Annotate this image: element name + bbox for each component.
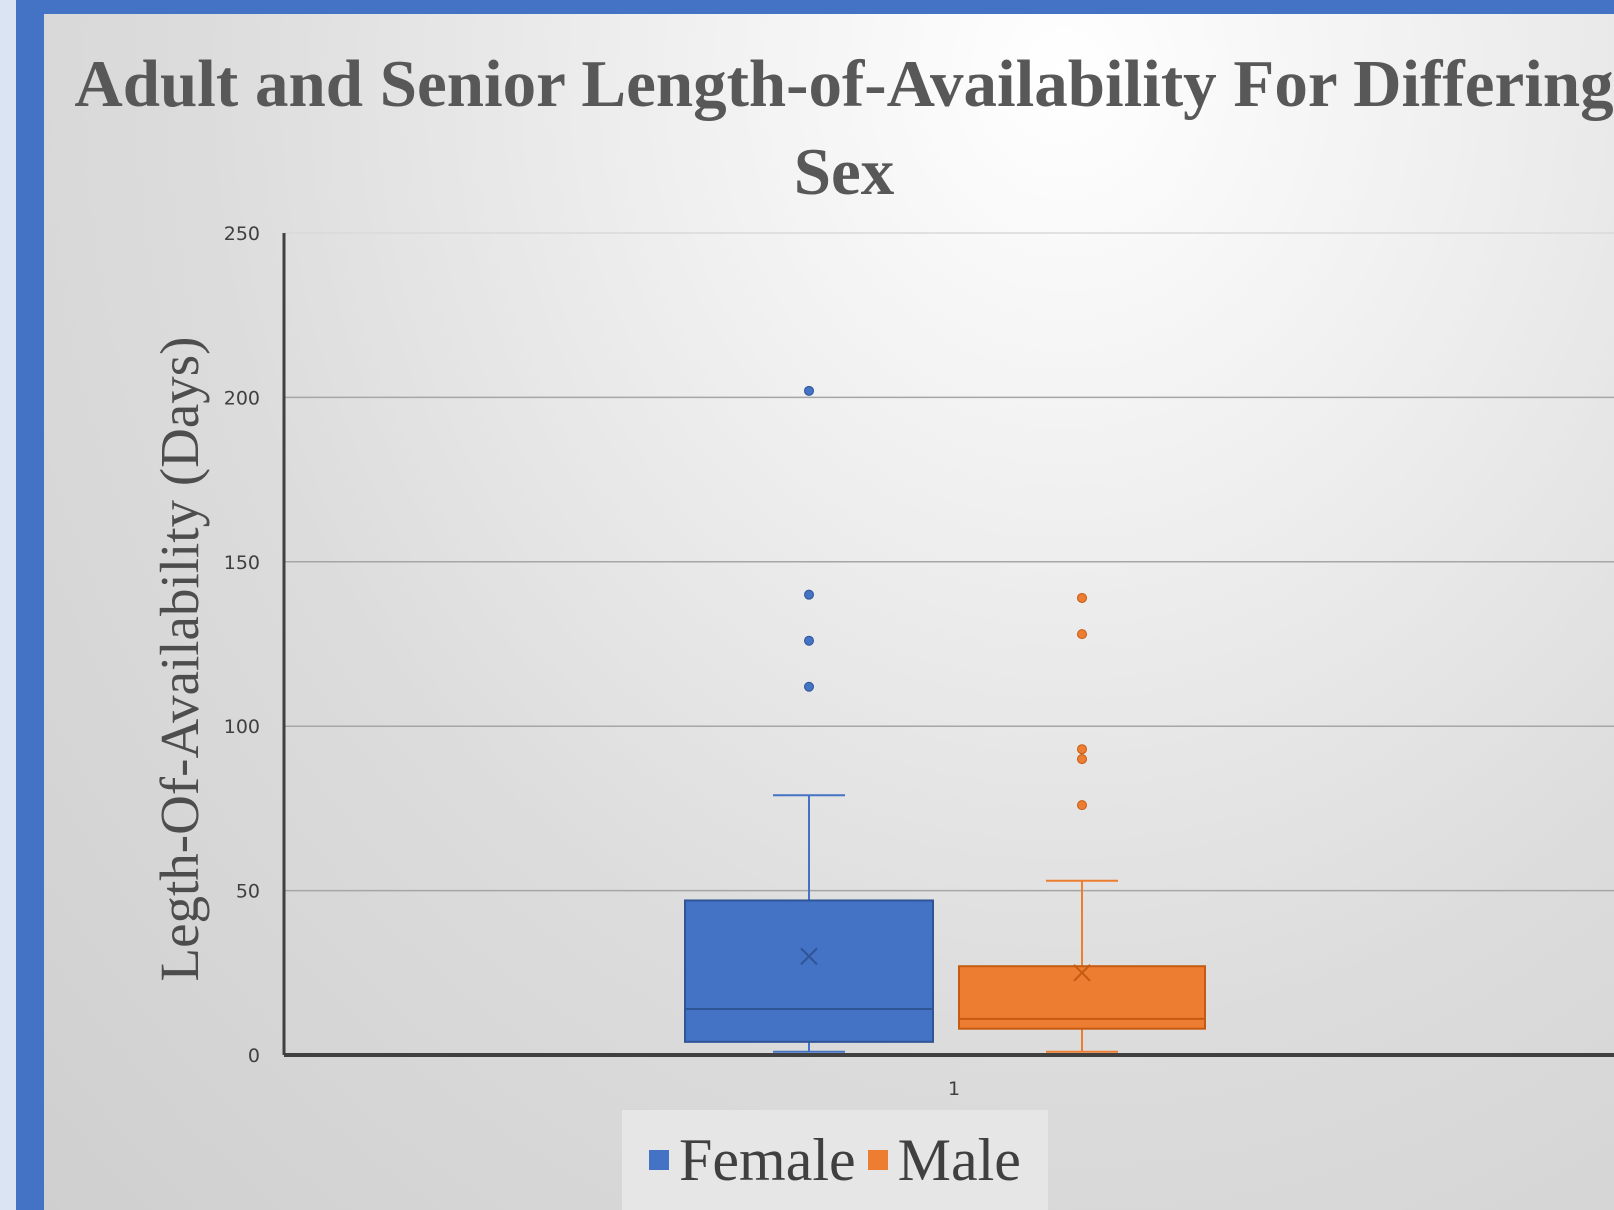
outlier-male-4 [1077, 592, 1087, 603]
y-tick-label-150: 150 [224, 552, 260, 574]
outlier-female-2 [804, 589, 814, 600]
mean-marker-female [800, 947, 818, 966]
y-tick-label-200: 200 [224, 387, 260, 409]
legend-swatch-male [867, 1150, 888, 1170]
legend-label-female: Female [679, 1126, 856, 1193]
outlier-male-2 [1077, 744, 1087, 755]
chart-area: Adult and Senior Length-of-Availability … [44, 14, 1614, 1210]
chart-title: Adult and Senior Length-of-Availability … [74, 47, 1614, 209]
box-female [684, 899, 934, 1043]
window-edge [0, 0, 16, 1210]
outlier-male-1 [1077, 754, 1087, 765]
y-tick-label-100: 100 [224, 716, 260, 738]
y-tick-label-50: 50 [236, 881, 260, 903]
legend: Female Male [622, 1110, 1048, 1210]
outlier-female-0 [804, 681, 814, 692]
outlier-female-1 [804, 635, 814, 646]
mean-marker-male [1073, 964, 1091, 982]
legend-item-female: Female [649, 1126, 856, 1195]
legend-label-male: Male [897, 1126, 1021, 1193]
x-tick-label-1: 1 [948, 1078, 960, 1100]
outlier-male-0 [1077, 800, 1087, 811]
y-tick-label-250: 250 [224, 223, 260, 245]
outlier-male-3 [1077, 629, 1087, 640]
y-tick-label-0: 0 [248, 1045, 260, 1067]
legend-swatch-female [649, 1150, 670, 1170]
legend-item-male: Male [867, 1126, 1021, 1195]
box-plot: 0 50 100 150 200 250 1 [224, 223, 1614, 1100]
outlier-female-3 [804, 385, 814, 396]
